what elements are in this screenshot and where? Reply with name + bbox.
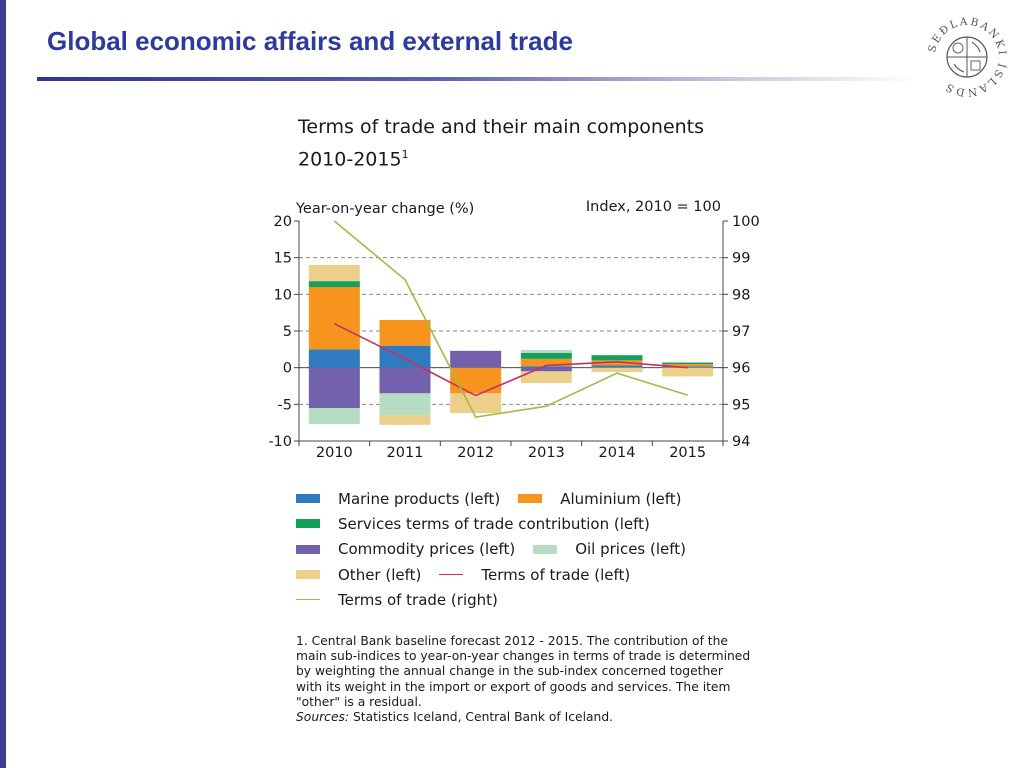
bar-segment (379, 393, 431, 416)
legend-item: Marine products (left) (296, 490, 500, 508)
right-tick-label: 98 (732, 287, 750, 303)
slide-title: Global economic affairs and external tra… (47, 26, 573, 56)
bar-segment (450, 350, 502, 368)
bar-segment (591, 360, 643, 366)
bar-segment (450, 393, 502, 414)
right-tick-label: 96 (732, 361, 750, 377)
left-tick-label: 5 (283, 324, 292, 340)
legend-label: Marine products (left) (338, 489, 501, 508)
bar-segment (591, 355, 643, 361)
bar-segment (591, 365, 643, 368)
sources-line: Sources: Statistics Iceland, Central Ban… (296, 710, 766, 725)
bar-segment (662, 367, 714, 377)
bar-segment (379, 367, 431, 394)
series-line (333, 220, 688, 419)
sources-text: Statistics Iceland, Central Bank of Icel… (349, 710, 614, 725)
bar-segment (379, 320, 431, 346)
legend-label: Terms of trade (right) (338, 590, 498, 609)
bar-segment (379, 415, 431, 425)
chart-legend: Marine products (left) Aluminium (left) Se… (296, 486, 756, 612)
footnote-line: by weighting the annual change in the su… (296, 664, 723, 679)
legend-line-swatch (439, 574, 464, 576)
legend-label: Oil prices (left) (575, 540, 687, 559)
right-tick-label: 95 (732, 397, 750, 413)
x-tick-label: 2011 (387, 445, 424, 461)
bar-segment (662, 362, 714, 364)
legend-item: Commodity prices (left) (296, 540, 515, 558)
bar-segment (520, 350, 572, 353)
legend-item: Terms of trade (left) (439, 566, 630, 584)
legend-item: Aluminium (left) (518, 489, 682, 508)
bar-segment (308, 408, 360, 425)
sources-label: Sources: (296, 710, 350, 725)
bar-segment (520, 371, 572, 384)
footnote-line: "other" is a residual. (296, 694, 422, 709)
bar-segment (520, 366, 572, 368)
legend-label: Other (left) (338, 565, 422, 584)
right-tick-label: 99 (732, 251, 750, 267)
chart-title-line1: Terms of trade and their main components (298, 116, 705, 138)
bar-segment (308, 281, 360, 287)
legend-row: Commodity prices (left) Oil prices (left) (296, 537, 756, 562)
legend-color-swatch (296, 519, 320, 529)
series-line (333, 322, 688, 397)
right-tick-label: 97 (732, 324, 750, 340)
legend-line-swatch (296, 599, 320, 601)
x-tick-label: 2013 (528, 445, 565, 461)
footnote-line: 1. Central Bank baseline forecast 2012 -… (296, 634, 728, 648)
footnote-line: with its weight in the import or export … (296, 679, 731, 694)
bar-segment (308, 287, 360, 350)
bar-segment (308, 367, 360, 408)
right-tick-label: 94 (732, 434, 750, 450)
footnote-line: main sub-indices to year-on-year changes… (296, 649, 751, 664)
left-accent-bar (0, 0, 6, 768)
bar-segment (450, 367, 502, 394)
chart-title: Terms of trade and their main components… (298, 114, 704, 173)
legend-row: Other (left) Terms of trade (left) (296, 562, 756, 587)
bar-segment (308, 265, 360, 282)
legend-color-swatch (296, 494, 320, 504)
bar-segment (591, 367, 643, 373)
chart-footnote: 1. Central Bank baseline forecast 2012 -… (296, 634, 766, 725)
chart-title-line2: 2010-2015 (298, 148, 402, 171)
legend-label: Aluminium (left) (560, 489, 682, 508)
title-divider (37, 77, 917, 81)
x-tick-label: 2015 (669, 445, 706, 461)
left-tick-label: -10 (268, 434, 292, 450)
left-tick-label: -5 (278, 397, 292, 413)
bar-segment (662, 364, 714, 367)
left-tick-label: 0 (283, 361, 292, 377)
legend-label: Terms of trade (left) (481, 565, 631, 584)
legend-label: Commodity prices (left) (338, 540, 516, 559)
legend-row: Terms of trade (right) (296, 587, 756, 612)
x-tick-label: 2012 (457, 445, 494, 461)
bar-segment (308, 349, 360, 368)
legend-row: Services terms of trade contribution (le… (296, 511, 756, 536)
bar-segment (379, 345, 431, 368)
legend-color-swatch (533, 544, 558, 554)
legend-row: Marine products (left) Aluminium (left) (296, 486, 756, 511)
legend-item: Oil prices (left) (533, 540, 686, 558)
legend-color-swatch (296, 570, 320, 580)
bar-segment (520, 367, 572, 372)
left-tick-label: 10 (274, 287, 292, 303)
legend-color-swatch (296, 544, 320, 554)
legend-item: Terms of trade (right) (296, 591, 498, 609)
x-tick-label: 2014 (599, 445, 636, 461)
right-axis-label: Index, 2010 = 100 (586, 199, 721, 215)
left-tick-label: 20 (274, 214, 292, 230)
legend-color-swatch (518, 494, 543, 504)
bar-segment (520, 358, 572, 367)
legend-item: Services terms of trade contribution (le… (296, 515, 650, 533)
bar-segment (520, 353, 572, 359)
left-axis-label: Year-on-year change (%) (295, 201, 474, 217)
left-tick-label: 15 (274, 251, 292, 267)
legend-label: Services terms of trade contribution (le… (338, 514, 650, 533)
chart-title-footnote-mark: 1 (401, 148, 409, 161)
legend-item: Other (left) (296, 566, 421, 584)
right-tick-label: 100 (732, 214, 760, 230)
central-bank-logo: SEÐLABANKI ÍSLANDS (924, 14, 1010, 100)
x-tick-label: 2010 (316, 445, 353, 461)
